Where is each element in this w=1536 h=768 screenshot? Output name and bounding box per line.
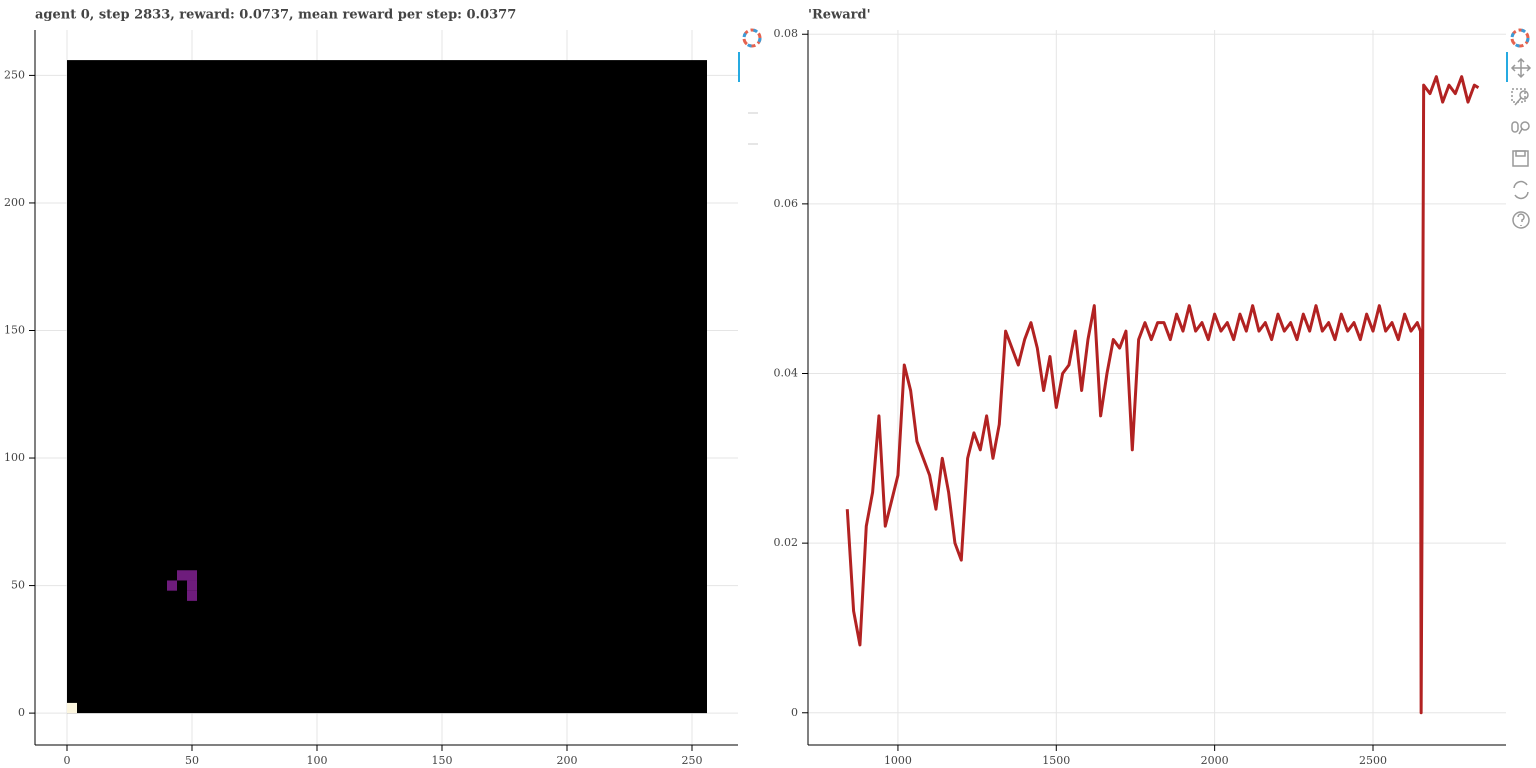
x-tick-label: 2000 [1201, 754, 1229, 767]
image-cell [187, 570, 197, 581]
y-tick-label: 250 [4, 68, 25, 81]
x-tick-label: 2500 [1359, 754, 1387, 767]
y-tick-label: 150 [4, 323, 25, 336]
active-tool-indicator [1506, 52, 1508, 82]
x-tick-label: 100 [307, 754, 328, 767]
image-cell [187, 590, 197, 601]
x-tick-label: 1000 [884, 754, 912, 767]
x-tick-label: 50 [185, 754, 199, 767]
wheel-zoom-tool[interactable] [1511, 121, 1530, 135]
image-cell [167, 580, 177, 591]
image-cell [177, 570, 187, 581]
x-tick-label: 200 [557, 754, 578, 767]
x-tick-label: 250 [682, 754, 703, 767]
toolbar [738, 28, 762, 145]
x-tick-label: 150 [432, 754, 453, 767]
toolbar [1506, 28, 1532, 229]
y-tick-label: 50 [11, 579, 25, 592]
y-tick-label: 0 [791, 706, 798, 719]
x-tick-label: 0 [64, 754, 71, 767]
image-cell [67, 702, 77, 714]
active-tool-indicator [738, 52, 740, 82]
y-tick-label: 0.08 [774, 27, 799, 40]
reset-tool[interactable] [1513, 180, 1529, 200]
line [845, 75, 1480, 715]
image-cell [187, 580, 197, 591]
x-tick-label: 1500 [1042, 754, 1070, 767]
image-background [67, 60, 707, 714]
chart-title: 'Reward' [808, 8, 871, 23]
bokeh-logo[interactable] [1510, 28, 1530, 48]
save-tool[interactable] [1512, 150, 1529, 167]
bokeh-logo[interactable] [742, 28, 762, 48]
y-tick-label: 200 [4, 196, 25, 209]
box-zoom-tool[interactable] [1511, 88, 1529, 106]
plot-area [67, 60, 707, 714]
y-tick-label: 100 [4, 451, 25, 464]
plot: agent 0, step 2833, reward: 0.0737, mean… [4, 8, 738, 767]
y-tick-label: 0 [18, 706, 25, 719]
plot: 'Reward' 1000 1500 2000 2500 0 0.02 0.04 0.06 0.0… [774, 8, 1506, 767]
y-tick-label: 0.02 [774, 536, 799, 549]
y-tick-label: 0.04 [774, 367, 799, 380]
help-tool[interactable] [1512, 211, 1530, 229]
plot-area [845, 75, 1480, 715]
pan-tool[interactable] [1510, 57, 1532, 79]
chart-title: agent 0, step 2833, reward: 0.0737, mean… [35, 8, 516, 23]
y-tick-label: 0.06 [774, 197, 799, 210]
